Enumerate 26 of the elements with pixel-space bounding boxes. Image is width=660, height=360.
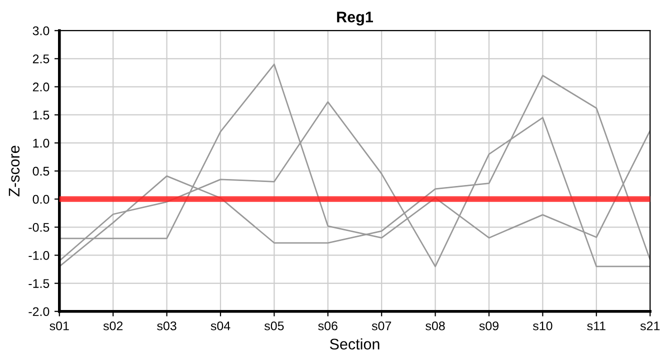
chart-title: Reg1 [337,12,374,26]
y-tick-label: -2.0 [28,307,50,316]
x-tick-label: s07 [372,321,392,330]
x-tick-label: s10 [532,321,552,330]
y-tick-label: 2.0 [32,82,50,92]
x-tick-label: s21 [640,321,660,330]
x-tick-label: s03 [157,321,176,330]
y-tick-label: 2.5 [32,54,50,64]
y-tick-label: -1.0 [28,251,50,260]
x-tick-label: s08 [426,321,445,330]
x-tick-label: s02 [103,321,123,330]
y-tick-label: 0.0 [32,194,50,204]
x-axis-title: Section [330,338,380,350]
y-tick-label: 1.0 [33,138,50,148]
x-tick-label: s05 [264,321,284,330]
y-tick-label: -1.5 [28,279,50,288]
x-tick-label: s09 [479,321,498,330]
x-tick-label: s11 [587,322,606,330]
x-tick-label: s06 [318,321,338,330]
y-tick-label: 0.5 [32,166,50,176]
x-tick-label: s01 [50,321,69,330]
y-tick-label: 1.5 [33,110,50,120]
y-tick-label: 3.0 [32,26,50,36]
y-axis-title: Z-score [8,146,20,196]
x-tick-label: s04 [210,321,230,330]
y-tick-label: -0.5 [28,222,50,232]
